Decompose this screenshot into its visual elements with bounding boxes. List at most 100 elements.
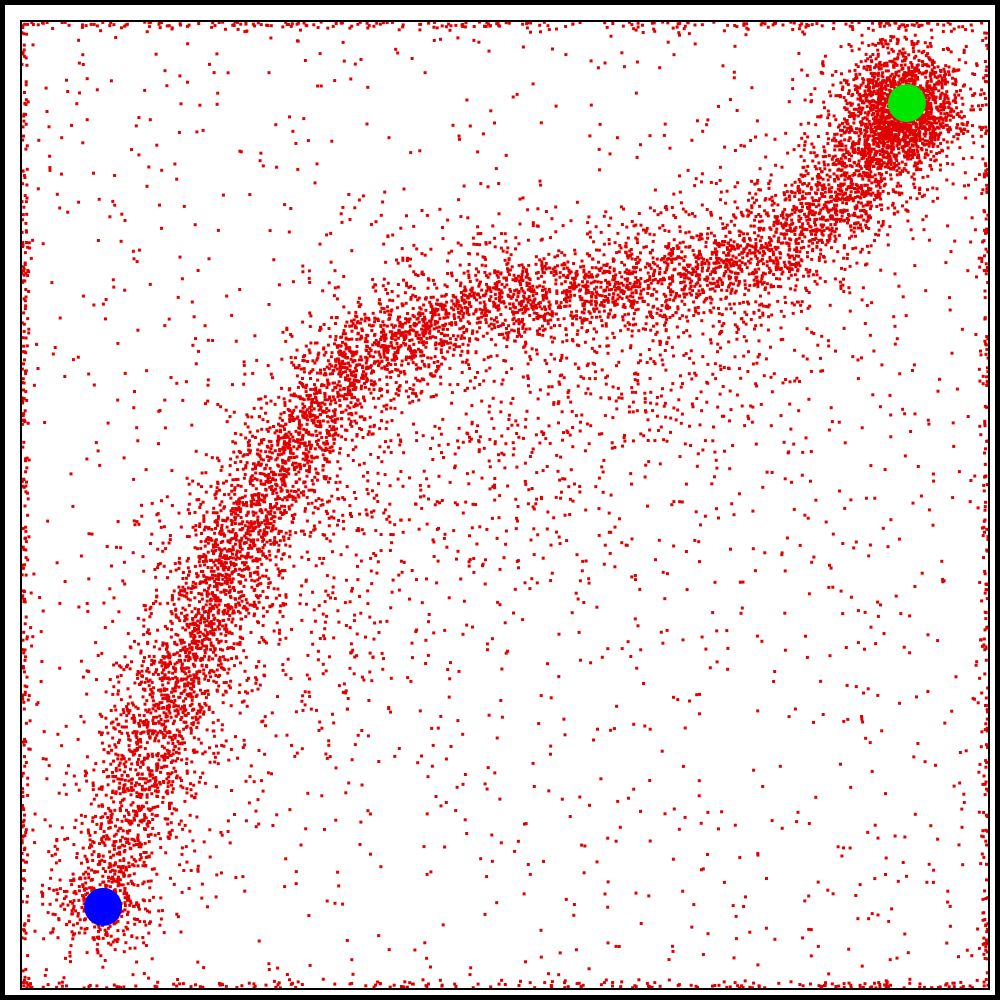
sample-point xyxy=(112,834,116,838)
sample-point xyxy=(788,270,791,274)
sample-point xyxy=(302,493,306,497)
sample-point xyxy=(297,495,301,499)
sample-point xyxy=(173,686,177,690)
sample-point xyxy=(327,327,331,330)
sample-point xyxy=(100,858,104,862)
sample-point xyxy=(426,356,430,360)
sample-point xyxy=(118,781,122,785)
sample-point xyxy=(228,841,232,845)
sample-point xyxy=(359,317,363,321)
sample-point xyxy=(118,738,122,742)
sample-point xyxy=(206,692,210,696)
sample-point xyxy=(230,620,234,624)
sample-point xyxy=(346,361,350,365)
sample-point xyxy=(210,538,214,542)
sample-point xyxy=(279,430,283,434)
sample-point xyxy=(234,512,238,516)
sample-point xyxy=(147,855,151,859)
sample-point xyxy=(224,589,228,593)
sample-point xyxy=(136,839,140,842)
sample-point xyxy=(525,270,528,273)
sample-point xyxy=(145,822,149,826)
sample-point xyxy=(299,465,302,469)
sample-point xyxy=(587,270,591,274)
sample-point xyxy=(128,645,132,649)
sample-point xyxy=(331,388,335,392)
sample-point xyxy=(192,679,196,683)
sample-point xyxy=(704,245,708,249)
sample-point xyxy=(128,667,132,671)
sample-point xyxy=(191,683,195,687)
sample-point xyxy=(123,849,127,852)
sample-point xyxy=(191,839,195,843)
sample-point xyxy=(257,640,261,644)
sample-point xyxy=(378,387,382,391)
sample-point xyxy=(209,622,213,626)
sample-point xyxy=(269,447,273,451)
sample-point xyxy=(250,578,254,582)
sample-point xyxy=(211,591,214,595)
sample-point xyxy=(150,663,153,667)
sample-point xyxy=(466,349,470,353)
sample-point xyxy=(149,612,153,616)
sample-point xyxy=(222,610,226,614)
sample-point xyxy=(160,706,164,710)
sample-point xyxy=(236,642,240,646)
sample-point xyxy=(468,339,472,343)
sample-point xyxy=(200,592,203,596)
sample-point xyxy=(632,317,636,321)
sample-point xyxy=(238,545,242,549)
sample-point xyxy=(580,259,584,263)
sample-point xyxy=(112,726,116,730)
sample-point xyxy=(634,236,638,240)
sample-point xyxy=(185,757,189,761)
sample-point xyxy=(602,300,606,303)
sample-point xyxy=(282,435,286,439)
sample-point xyxy=(575,343,579,347)
sample-point xyxy=(228,686,232,690)
sample-point xyxy=(116,692,120,696)
sample-point xyxy=(429,356,433,360)
sample-point xyxy=(109,943,113,947)
sample-point xyxy=(244,464,248,468)
sample-point xyxy=(556,317,560,321)
sample-point xyxy=(580,310,584,314)
sample-point xyxy=(265,427,269,431)
sample-point xyxy=(188,674,192,678)
sample-point xyxy=(509,253,513,257)
sample-point xyxy=(295,447,299,451)
sample-point xyxy=(229,560,233,564)
sample-point xyxy=(209,630,213,634)
sample-point xyxy=(100,714,104,718)
sample-point xyxy=(196,482,200,486)
sample-point xyxy=(415,367,419,371)
sample-point xyxy=(168,731,172,735)
sample-point xyxy=(216,751,220,755)
sample-point xyxy=(195,726,199,729)
sample-point xyxy=(168,830,172,834)
sample-point xyxy=(282,445,286,449)
sample-point xyxy=(122,857,126,861)
sample-point xyxy=(196,610,200,614)
sample-point xyxy=(257,582,261,586)
sample-point xyxy=(122,762,126,766)
sample-point xyxy=(148,678,152,682)
sample-point xyxy=(350,324,354,328)
sample-point xyxy=(346,356,350,359)
sample-point xyxy=(185,762,188,766)
sample-point xyxy=(152,686,156,690)
sample-point xyxy=(558,324,562,327)
sample-point xyxy=(194,585,198,589)
sample-point xyxy=(128,822,132,826)
sample-point xyxy=(172,667,176,670)
sample-point xyxy=(195,815,199,819)
sample-point xyxy=(219,551,223,555)
sample-point xyxy=(592,280,596,284)
sample-point xyxy=(290,334,294,338)
sample-point xyxy=(228,415,232,419)
sample-point xyxy=(590,315,594,319)
sample-point xyxy=(81,885,85,888)
sample-point xyxy=(151,806,155,810)
sample-point xyxy=(267,549,271,553)
sample-point xyxy=(638,282,642,286)
